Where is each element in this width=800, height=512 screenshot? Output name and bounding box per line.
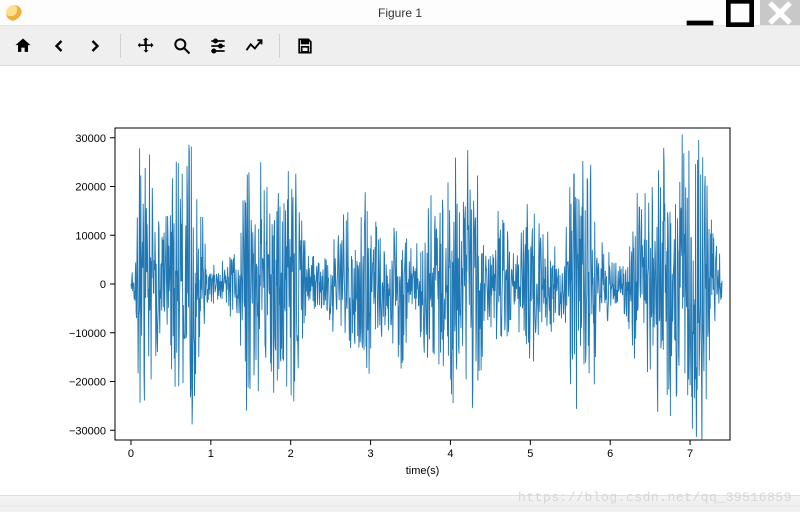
maximize-button[interactable]	[720, 0, 760, 25]
xtick-label: 4	[447, 448, 453, 460]
edit-icon[interactable]	[237, 31, 271, 61]
xtick-label: 2	[288, 448, 294, 460]
app-icon	[6, 5, 22, 21]
window-titlebar: Figure 1	[0, 0, 800, 26]
zoom-icon[interactable]	[165, 31, 199, 61]
xtick-label: 1	[208, 448, 214, 460]
plot-svg: −30000 −20000 −10000 0 10000 20000 30000 0 1 2 3 4 5…	[0, 66, 800, 507]
minimize-button[interactable]	[680, 0, 720, 25]
forward-icon[interactable]	[78, 31, 112, 61]
pan-icon[interactable]	[129, 31, 163, 61]
ytick-label: −30000	[69, 425, 106, 437]
close-button[interactable]	[760, 0, 800, 25]
xtick-label: 6	[607, 448, 613, 460]
ytick-label: −10000	[69, 328, 106, 340]
watermark-text: https://blog.csdn.net/qq_39516859	[518, 490, 792, 505]
xtick-label: 3	[368, 448, 374, 460]
toolbar-separator	[279, 34, 280, 58]
window-title: Figure 1	[378, 6, 422, 20]
xtick-label: 0	[128, 448, 134, 460]
figure-canvas[interactable]: −30000 −20000 −10000 0 10000 20000 30000 0 1 2 3 4 5…	[0, 66, 800, 507]
ytick-label: 20000	[75, 182, 106, 194]
ytick-label: −20000	[69, 377, 106, 389]
ytick-label: 0	[100, 279, 106, 291]
back-icon[interactable]	[42, 31, 76, 61]
xtick-label: 5	[527, 448, 533, 460]
x-axis-label: time(s)	[406, 465, 440, 477]
home-icon[interactable]	[6, 31, 40, 61]
ytick-label: 10000	[75, 230, 106, 242]
configure-icon[interactable]	[201, 31, 235, 61]
ytick-label: 30000	[75, 133, 106, 145]
toolbar-separator	[120, 34, 121, 58]
xtick-label: 7	[687, 448, 693, 460]
window-controls	[680, 0, 800, 25]
save-icon[interactable]	[288, 31, 322, 61]
